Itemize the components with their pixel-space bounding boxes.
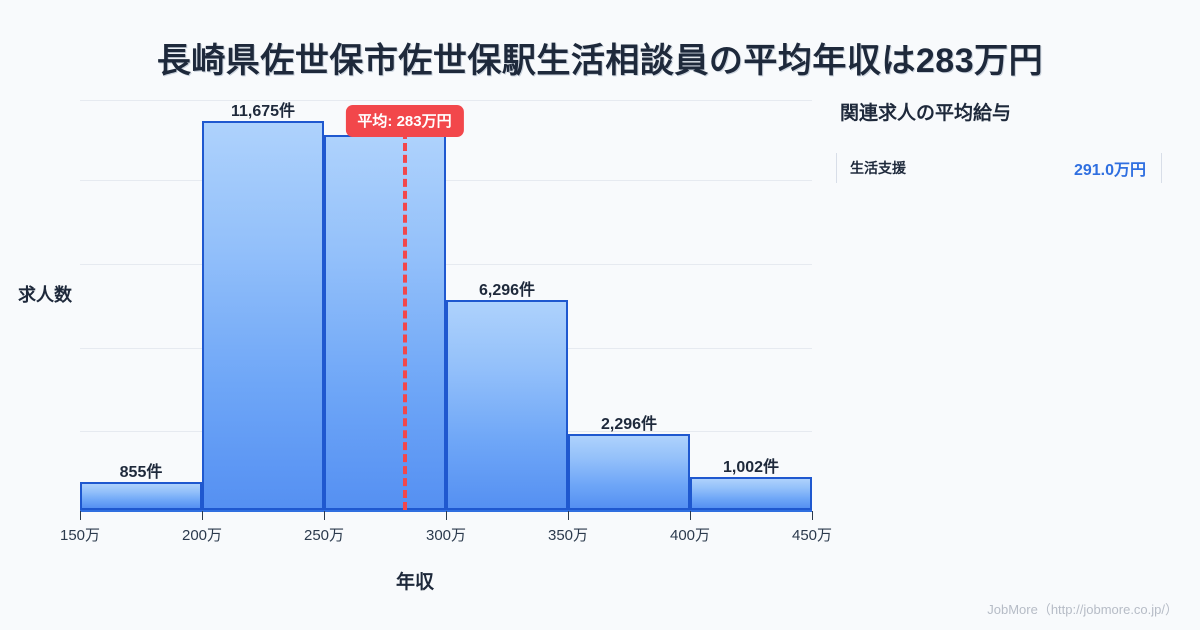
row-divider-left bbox=[836, 153, 837, 183]
x-axis-tick-label: 350万 bbox=[547, 527, 589, 544]
related-salary-heading: 関連求人の平均給与 bbox=[840, 103, 1012, 124]
histogram-bar bbox=[446, 300, 568, 510]
related-salary-panel: 関連求人の平均給与 生活支援 291.0万円 bbox=[836, 98, 1176, 185]
bar-value-label: 2,296件 bbox=[600, 415, 658, 433]
x-axis-tick bbox=[690, 511, 691, 520]
histogram-bar bbox=[568, 433, 690, 510]
x-axis-tick-label: 400万 bbox=[669, 527, 711, 544]
x-axis-tick bbox=[446, 511, 447, 520]
x-axis-tick bbox=[202, 511, 203, 520]
bar-value-label: 1,002件 bbox=[722, 458, 780, 476]
footer-watermark: JobMore（http://jobmore.co.jp/） bbox=[987, 602, 1178, 617]
row-divider-right bbox=[1161, 153, 1162, 183]
x-axis-tick bbox=[80, 511, 81, 520]
x-axis-tick-label: 250万 bbox=[303, 527, 345, 544]
x-axis-tick-label: 300万 bbox=[425, 527, 467, 544]
salary-row-value: 291.0万円 bbox=[1073, 162, 1146, 179]
histogram-bar bbox=[324, 134, 446, 510]
histogram-bar bbox=[80, 481, 202, 510]
salary-row-name: 生活支援 bbox=[850, 160, 906, 176]
bar-value-label: 6,296件 bbox=[478, 282, 536, 300]
x-axis-tick bbox=[812, 511, 813, 520]
salary-row: 生活支援 291.0万円 bbox=[836, 151, 1162, 185]
page-title: 長崎県佐世保市佐世保駅生活相談員の平均年収は283万円 bbox=[156, 42, 1044, 80]
x-axis-tick bbox=[568, 511, 569, 520]
gridline bbox=[80, 180, 812, 181]
x-axis-tick-label: 450万 bbox=[791, 527, 833, 544]
bar-value-label: 855件 bbox=[119, 463, 163, 481]
x-axis-tick bbox=[324, 511, 325, 520]
y-axis-title: 求人数 bbox=[18, 285, 72, 305]
gridline bbox=[80, 264, 812, 265]
gridline bbox=[80, 100, 812, 101]
x-axis-title: 年収 bbox=[395, 572, 434, 593]
bar-value-label: 11,675件 bbox=[230, 103, 296, 121]
related-salary-list: 生活支援 291.0万円 bbox=[836, 151, 1176, 185]
histogram-bar bbox=[690, 476, 812, 510]
average-badge: 平均: 283万円 bbox=[345, 105, 464, 137]
histogram-bar bbox=[202, 121, 324, 510]
x-axis-tick-label: 200万 bbox=[181, 527, 223, 544]
x-axis-tick-label: 150万 bbox=[59, 527, 101, 544]
average-line bbox=[402, 131, 407, 510]
